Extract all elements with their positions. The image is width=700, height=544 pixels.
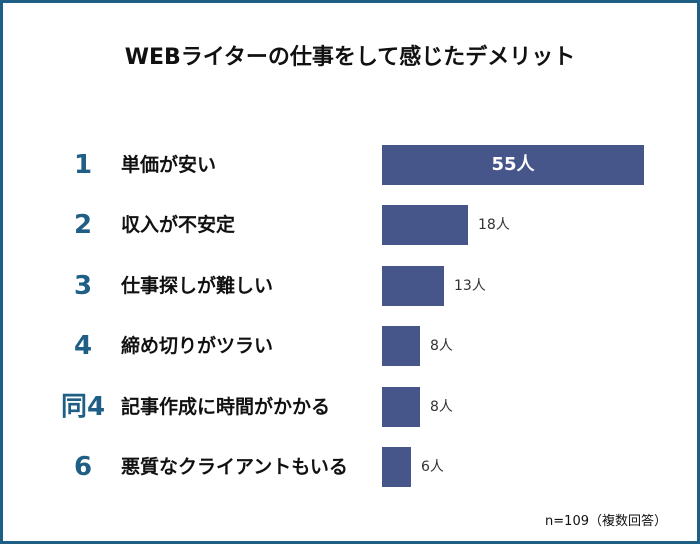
- category-label: 締め切りがツラい: [121, 335, 274, 358]
- bar: [382, 205, 468, 246]
- category-label: 記事作成に時間がかかる: [121, 395, 331, 418]
- bar-value-label: 6人: [421, 459, 444, 475]
- bar: [382, 265, 444, 306]
- rank-label: 2: [73, 210, 93, 241]
- category-label: 収入が不安定: [121, 214, 236, 237]
- bar: [382, 145, 644, 185]
- bar: [382, 447, 411, 487]
- bar-value-label: 13人: [454, 277, 486, 294]
- bar-value-label: 8人: [430, 398, 453, 415]
- rank-label: 同4: [60, 391, 106, 422]
- bar-row: 3 仕事探しが難しい 13人: [3, 265, 697, 306]
- bar-row: 2 収入が不安定 18人: [3, 205, 697, 246]
- bar-row: 1 単価が安い 55人: [3, 145, 697, 185]
- sample-note: n=109（複数回答）: [545, 514, 667, 529]
- rank-label: 1: [73, 150, 93, 180]
- rank-label: 4: [73, 331, 93, 362]
- bar: [382, 386, 420, 427]
- category-label: 仕事探しが難しい: [121, 274, 274, 297]
- bar-row: 6 悪質なクライアントもいる 6人: [3, 447, 697, 487]
- rank-label: 6: [73, 452, 93, 482]
- bar-value-label: 18人: [478, 217, 510, 234]
- category-label: 単価が安い: [121, 154, 217, 176]
- bar-value-label: 55人: [491, 154, 535, 175]
- bar: [382, 326, 420, 367]
- rank-label: 3: [73, 270, 93, 301]
- bar-row: 同4 記事作成に時間がかかる 8人: [3, 386, 697, 427]
- chart-title: WEBライターの仕事をして感じたデメリット: [124, 45, 576, 70]
- bar-row: 4 締め切りがツラい 8人: [3, 326, 697, 367]
- category-label: 悪質なクライアントもいる: [121, 456, 348, 478]
- bar-value-label: 8人: [430, 338, 453, 355]
